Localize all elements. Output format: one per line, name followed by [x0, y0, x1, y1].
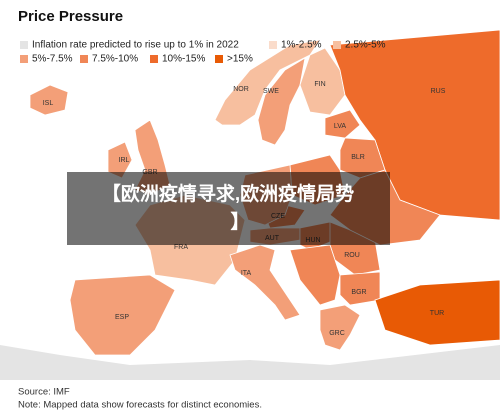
country-label: TUR — [430, 310, 444, 317]
legend-swatch — [20, 55, 28, 63]
legend-label: 7.5%-10% — [92, 54, 138, 65]
legend-swatch — [20, 41, 28, 49]
country-label: NOR — [233, 86, 249, 93]
country-label: ESP — [115, 314, 129, 321]
country-label: BGR — [351, 289, 366, 296]
country-label: IRL — [119, 157, 130, 164]
legend-label: 10%-15% — [162, 54, 205, 65]
overlay-banner — [67, 172, 390, 245]
country-label: ISL — [43, 100, 54, 107]
country-label: BLR — [351, 154, 365, 161]
legend-label: 2.5%-5% — [345, 40, 386, 51]
legend-label: 5%-7.5% — [32, 54, 73, 65]
country — [339, 271, 381, 306]
country — [69, 274, 176, 356]
country-label: FIN — [314, 81, 325, 88]
country-label: RUS — [431, 88, 446, 95]
country-label: SWE — [263, 88, 279, 95]
country-label: LVA — [334, 123, 347, 130]
note: Note: Mapped data show forecasts for dis… — [18, 400, 262, 411]
legend-swatch — [215, 55, 223, 63]
country — [324, 109, 361, 139]
country-label: GRC — [329, 330, 345, 337]
country — [107, 141, 133, 179]
overlay-text: 【欧洲疫情寻求,欧洲疫情局势 — [102, 182, 354, 205]
legend-swatch — [150, 55, 158, 63]
source: Source: IMF — [18, 387, 70, 398]
country-label: ITA — [241, 270, 252, 277]
overlay-text: 】 — [230, 210, 249, 233]
country-label: FRA — [174, 244, 188, 251]
legend-swatch — [269, 41, 277, 49]
country — [257, 57, 306, 146]
other-land — [0, 345, 500, 380]
country — [319, 304, 361, 351]
legend-label: >15% — [227, 54, 253, 65]
legend-label: Inflation rate predicted to rise up to 1… — [32, 40, 239, 51]
country-label: ROU — [344, 252, 360, 259]
country — [29, 84, 69, 116]
country — [214, 39, 321, 126]
country — [229, 244, 301, 321]
legend-swatch — [333, 41, 341, 49]
legend: Inflation rate predicted to rise up to 1… — [20, 40, 386, 65]
legend-label: 1%-2.5% — [281, 40, 322, 51]
title: Price Pressure — [18, 8, 123, 25]
country — [374, 279, 500, 346]
legend-swatch — [80, 55, 88, 63]
